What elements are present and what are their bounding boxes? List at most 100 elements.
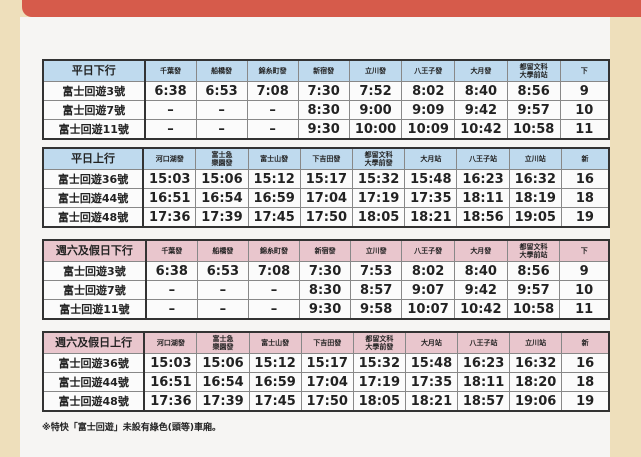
- departure-time: 8:30: [299, 280, 352, 300]
- train-name: 富士回遊48號: [42, 207, 145, 228]
- departure-time: 19:06: [509, 391, 563, 412]
- departure-time: 10:42: [453, 299, 508, 320]
- timetable-weekend-down: 週六及假日下行 千葉發 船橋發 錦糸町發 新宿發 立川發 八王子發 大月發 都留文科 大學前站下…: [42, 239, 610, 320]
- departure-time: 9: [559, 81, 610, 101]
- departure-time: 19:05: [508, 207, 562, 228]
- departure-time: 10: [559, 280, 610, 300]
- station-header: 都留文科 大學前站: [506, 239, 561, 262]
- station-header: 八王子發: [401, 239, 455, 262]
- table-row: 富士回遊36號 15:03 15:06 15:12 15:17 15:32 15:48 16:…: [42, 353, 610, 373]
- table-row: 富士回遊44號 16:51 16:54 16:59 17:04 17:19 17:35 18:…: [42, 188, 610, 208]
- departure-time: 15:48: [404, 353, 459, 373]
- table-title: 平日下行: [42, 59, 146, 82]
- table-row: 富士回遊48號 17:36 17:39 17:45 17:50 18:05 18:21 18:…: [42, 391, 610, 412]
- timetable-weekday-down: 平日下行 千葉發 船橋發 錦糸町發 新宿發 立川發 八王子發 大月發 都留文科 大學前站下富士回…: [42, 59, 610, 140]
- departure-time: 10:09: [401, 119, 456, 140]
- departure-time: 16:59: [247, 188, 301, 208]
- departure-time: 16:32: [509, 353, 563, 373]
- station-header: 河口湖發: [142, 147, 197, 170]
- departure-time: 15:06: [196, 353, 250, 373]
- departure-time: –: [246, 100, 299, 120]
- departure-time: 17:50: [299, 207, 354, 228]
- departure-time: 17:35: [404, 372, 459, 392]
- station-header: 大月站: [404, 147, 458, 170]
- departure-time: 19: [560, 207, 610, 228]
- departure-time: 8:57: [350, 280, 403, 300]
- departure-time: 18: [560, 188, 610, 208]
- departure-time: 18:56: [456, 207, 510, 228]
- table-row: 富士回遊3號 6:38 6:53 7:08 7:30 7:53 8:02 8:40 8:56 9: [42, 261, 610, 281]
- timetable-weekday-up: 平日上行 河口湖發 富士急 樂園發 富士山發 下吉田發 都留文科 大學前發 大月站 八王子站立…: [42, 147, 610, 228]
- departure-time: 7:53: [350, 261, 403, 281]
- departure-time: 15:12: [247, 169, 301, 189]
- departure-time: 10:07: [401, 299, 455, 320]
- departure-time: 6:53: [196, 261, 249, 281]
- table-title: 週六及假日下行: [42, 239, 147, 262]
- table-row: 富士回遊3號 6:38 6:53 7:08 7:30 7:52 8:02 8:40 8:56 9: [42, 81, 610, 101]
- station-header: 富士急 樂園發: [195, 147, 249, 170]
- table-row: 富士回遊11號 – – –9:30 9:58 10:07 10:42 10:58 11: [42, 299, 610, 320]
- departure-time: 16:51: [142, 188, 197, 208]
- departure-time: 6:53: [195, 81, 248, 101]
- train-name: 富士回遊11號: [42, 119, 146, 140]
- train-name: 富士回遊36號: [42, 169, 145, 189]
- train-name: 富士回遊3號: [42, 261, 147, 281]
- timetable-card: ※特快「富士回遊」未設有綠色(頭等)車廂。 平日下行 千葉發 船橋發 錦糸町發 新宿發立…: [20, 17, 610, 457]
- train-name: 富士回遊44號: [42, 372, 146, 392]
- departure-time: 16:32: [508, 169, 562, 189]
- departure-time: 17:04: [299, 188, 354, 208]
- departure-time: 18:11: [456, 188, 510, 208]
- station-header: 錦糸町發: [247, 239, 301, 262]
- station-header: 富士山發: [247, 147, 301, 170]
- station-header: 船橋發: [195, 59, 248, 82]
- train-name: 富士回遊7號: [42, 100, 146, 120]
- departure-time: 8:56: [506, 261, 561, 281]
- station-header: 下: [559, 239, 610, 262]
- station-header: 立川發: [350, 239, 403, 262]
- departure-time: 15:06: [195, 169, 249, 189]
- departure-time: 18:21: [404, 391, 459, 412]
- departure-time: 9:57: [506, 280, 561, 300]
- table-row: 富士回遊48號 17:36 17:39 17:45 17:50 18:05 18:21 18:…: [42, 207, 610, 228]
- station-header: 都留文科 大學前發: [352, 331, 406, 354]
- station-header: 大月發: [453, 239, 508, 262]
- departure-time: 17:19: [351, 188, 406, 208]
- departure-time: 8:02: [401, 261, 455, 281]
- departure-time: 8:02: [401, 81, 456, 101]
- departure-time: 7:30: [299, 261, 352, 281]
- footnote: ※特快「富士回遊」未設有綠色(頭等)車廂。: [42, 423, 221, 433]
- departure-time: 18:20: [509, 372, 563, 392]
- departure-time: 9:09: [401, 100, 456, 120]
- departure-time: 9:07: [401, 280, 455, 300]
- train-name: 富士回遊7號: [42, 280, 147, 300]
- table-row: 富士回遊11號 – – –9:30 10:00 10:09 10:42 10:58 11: [42, 119, 610, 140]
- departure-time: 15:17: [300, 353, 354, 373]
- departure-time: 17:04: [300, 372, 354, 392]
- departure-time: 16:54: [195, 188, 249, 208]
- departure-time: –: [145, 280, 198, 300]
- departure-time: 16: [560, 169, 610, 189]
- departure-time: 7:30: [297, 81, 350, 101]
- departure-time: 10:00: [348, 119, 403, 140]
- train-name: 富士回遊44號: [42, 188, 145, 208]
- station-header: 大月發: [454, 59, 508, 82]
- departure-time: 9: [559, 261, 610, 281]
- departure-time: 9:42: [454, 100, 508, 120]
- station-header: 八王子發: [401, 59, 456, 82]
- departure-time: –: [247, 299, 301, 320]
- departure-time: 10:42: [454, 119, 508, 140]
- departure-time: 18: [561, 372, 610, 392]
- table-row: 富士回遊44號 16:51 16:54 16:59 17:04 17:19 17:35 18:…: [42, 372, 610, 392]
- departure-time: 15:17: [299, 169, 354, 189]
- departure-time: 16: [561, 353, 610, 373]
- departure-time: 8:40: [454, 81, 508, 101]
- departure-time: 17:36: [143, 391, 198, 412]
- departure-time: 17:19: [352, 372, 406, 392]
- departure-time: 15:03: [142, 169, 197, 189]
- departure-time: 15:03: [143, 353, 198, 373]
- departure-time: 18:05: [352, 391, 406, 412]
- departure-time: 16:23: [456, 169, 510, 189]
- departure-time: 18:19: [508, 188, 562, 208]
- station-header: 下吉田發: [299, 147, 354, 170]
- departure-time: –: [144, 100, 197, 120]
